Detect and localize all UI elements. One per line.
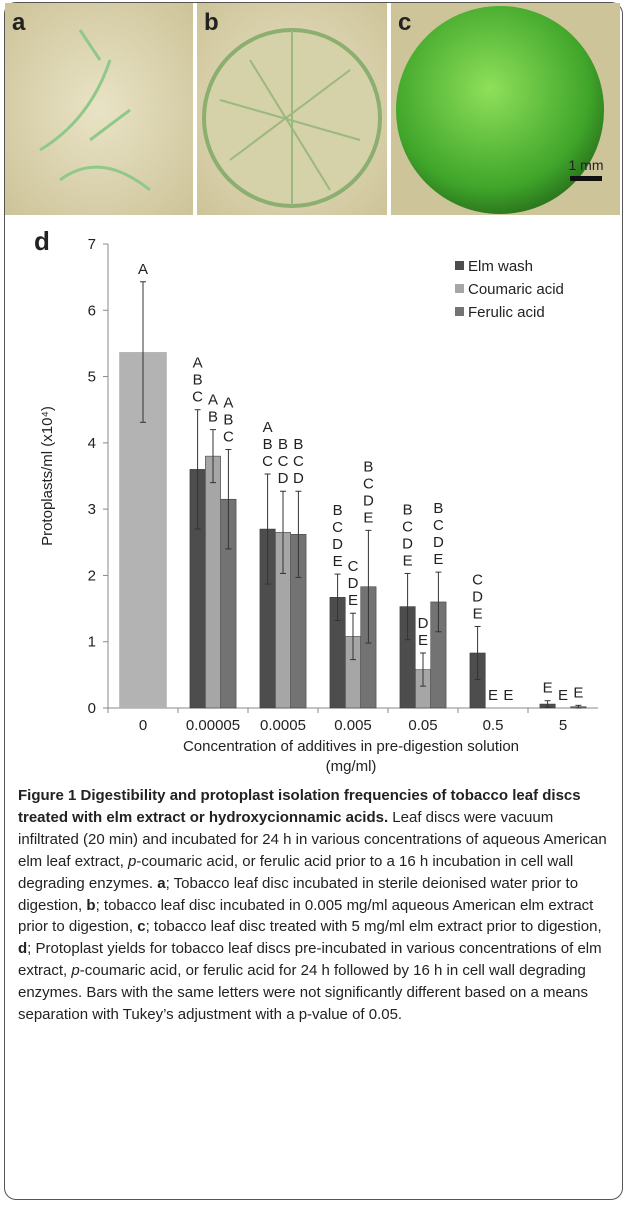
caption-title: Figure 1 Digestibility and protoplast is…	[18, 787, 581, 826]
significance-letter: E	[473, 605, 483, 622]
scale-bar	[570, 176, 602, 181]
x-axis-label: Concentration of additives in pre-digest…	[183, 738, 519, 755]
significance-letter: C	[472, 571, 483, 588]
significance-letter: A	[138, 261, 148, 278]
y-tick-label: 0	[88, 700, 96, 717]
y-tick-label: 6	[88, 302, 96, 319]
x-tick-label: 0.5	[483, 717, 504, 734]
figure-frame	[4, 2, 623, 1200]
significance-letter: A	[263, 419, 273, 436]
significance-letter: E	[488, 687, 498, 704]
significance-letter: E	[363, 509, 373, 526]
x-tick-label: 0.0005	[260, 717, 306, 734]
significance-letter: E	[348, 592, 358, 609]
bar	[205, 455, 221, 709]
caption-text: a	[157, 874, 166, 892]
caption-text: ; tobacco leaf disc incubated in 0.005 m…	[18, 896, 594, 936]
significance-letter: B	[333, 502, 343, 519]
significance-letter: C	[262, 453, 273, 470]
significance-letter: B	[278, 436, 288, 453]
significance-letter: B	[433, 500, 443, 517]
legend-label: Ferulic acid	[468, 304, 545, 321]
significance-letter: D	[348, 575, 359, 592]
photo-b-veins	[219, 30, 361, 205]
legend-swatch	[455, 261, 464, 270]
y-axis-label: Protoplasts/ml (x10⁴)	[39, 406, 56, 546]
caption-text: p	[128, 852, 137, 870]
significance-letter: C	[332, 519, 343, 536]
legend-swatch	[455, 307, 464, 316]
caption-text: Leaf discs were vacuum infiltrated (20 m…	[18, 808, 607, 870]
significance-letter: D	[472, 588, 483, 605]
significance-letter: A	[208, 392, 218, 409]
caption-text: b	[86, 896, 96, 914]
y-tick-label: 1	[88, 634, 96, 651]
x-tick-label: 0	[139, 717, 147, 734]
significance-letter: C	[402, 518, 413, 535]
caption-text: p	[71, 962, 80, 980]
significance-letter: C	[278, 453, 289, 470]
panel-label: a	[12, 9, 26, 36]
scale-bar-label: 1 mm	[569, 157, 604, 173]
significance-letter: E	[418, 632, 428, 649]
panel-label: d	[34, 226, 50, 256]
significance-letter: B	[363, 458, 373, 475]
significance-letter: B	[263, 436, 273, 453]
significance-letter: E	[433, 551, 443, 568]
significance-letter: B	[208, 409, 218, 426]
significance-letter: B	[293, 436, 303, 453]
significance-letter: D	[332, 536, 343, 553]
significance-letter: C	[348, 558, 359, 575]
legend-label: Coumaric acid	[468, 281, 564, 298]
significance-letter: B	[403, 501, 413, 518]
caption-text: -coumaric acid, or ferulic acid for 24 h…	[18, 962, 589, 1024]
figure: 1 mm a b c d Protoplasts/ml (x10⁴) Conce…	[5, 3, 620, 775]
caption-text: -coumaric acid, or ferulic acid prior to…	[18, 852, 574, 892]
photo-a-tissue	[39, 29, 151, 192]
significance-letter: C	[433, 517, 444, 534]
x-tick-label: 0.00005	[186, 717, 240, 734]
y-tick-label: 5	[88, 369, 96, 386]
legend-label: Elm wash	[468, 258, 533, 275]
significance-letter: E	[503, 687, 513, 704]
significance-letter: A	[193, 355, 203, 372]
significance-letter: E	[558, 687, 568, 704]
significance-letter: E	[543, 680, 553, 697]
significance-letter: D	[402, 535, 413, 552]
caption: Figure 1 Digestibility and protoplast is…	[18, 785, 614, 1026]
significance-letter: C	[363, 475, 374, 492]
significance-letter: B	[223, 411, 233, 428]
y-tick-label: 4	[88, 435, 96, 452]
x-axis-label: (mg/ml)	[326, 758, 377, 775]
y-tick-label: 3	[88, 501, 96, 518]
caption-text: ; Protoplast yields for tobacco leaf dis…	[18, 940, 602, 980]
significance-letter: B	[193, 372, 203, 389]
panel-label: c	[398, 9, 411, 36]
significance-letter: E	[573, 684, 583, 701]
y-tick-label: 2	[88, 567, 96, 584]
significance-letter: D	[418, 615, 429, 632]
significance-letter: C	[293, 453, 304, 470]
significance-letter: D	[363, 492, 374, 509]
y-tick-label: 7	[88, 236, 96, 253]
legend-swatch	[455, 284, 464, 293]
significance-letter: D	[293, 470, 304, 487]
significance-letter: D	[278, 470, 289, 487]
photo-a	[5, 3, 193, 215]
panel-label: b	[204, 9, 219, 36]
significance-letter: E	[403, 552, 413, 569]
significance-letter: E	[333, 553, 343, 570]
caption-text: ; Tobacco leaf disc incubated in sterile…	[18, 874, 579, 914]
significance-letter: C	[223, 428, 234, 445]
x-tick-label: 0.05	[408, 717, 437, 734]
significance-letter: C	[192, 389, 203, 406]
caption-text: d	[18, 940, 28, 958]
x-tick-label: 5	[559, 717, 567, 734]
significance-letter: A	[223, 394, 233, 411]
caption-text: c	[137, 918, 146, 936]
significance-letter: D	[433, 534, 444, 551]
caption-text: ; tobacco leaf disc treated with 5 mg/ml…	[145, 918, 602, 936]
x-tick-label: 0.005	[334, 717, 372, 734]
photo-c-disc	[396, 6, 604, 214]
